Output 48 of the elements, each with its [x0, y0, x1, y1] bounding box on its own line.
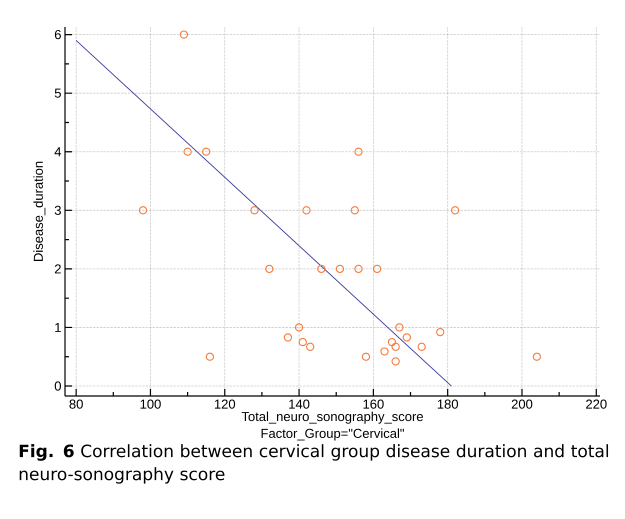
- point: [298, 338, 307, 346]
- text: Factor_Group="Cervical": [262, 428, 404, 441]
- y-axis-title: Disease_duration: [33, 162, 46, 262]
- x-tick-label: 140: [289, 400, 310, 409]
- x-tick-label: 180: [438, 400, 458, 409]
- point: [183, 148, 192, 156]
- point: [294, 323, 304, 332]
- x-tick-label: 200: [512, 400, 532, 409]
- y-tick-label: 6: [54, 30, 61, 40]
- point: [450, 206, 460, 214]
- point: [350, 206, 359, 214]
- point: [265, 264, 274, 274]
- point: [202, 148, 210, 156]
- point: [418, 342, 426, 351]
- x-axis-title: Total_neuro_sonography_score: [242, 412, 423, 424]
- x-tick-label: 160: [364, 400, 384, 409]
- point: [388, 338, 396, 346]
- point: [395, 323, 404, 332]
- y-tick-label: 0: [54, 381, 61, 391]
- point: [372, 264, 382, 274]
- point: [392, 357, 400, 366]
- point: [206, 352, 214, 361]
- y-tick-label: 4: [54, 147, 62, 156]
- y-tick-label: 2: [54, 264, 61, 274]
- point: [180, 30, 188, 39]
- y-tick-label: 1: [55, 322, 61, 332]
- point: [336, 264, 344, 274]
- point: [250, 206, 259, 214]
- point: [138, 206, 148, 214]
- x-tick-label: 220: [586, 400, 607, 409]
- point: [354, 264, 363, 274]
- x-tick-label: 100: [140, 400, 161, 409]
- point: [362, 352, 370, 361]
- y-tick-label: 5: [54, 88, 61, 98]
- point: [532, 352, 541, 361]
- point: [436, 328, 444, 336]
- point: [302, 206, 311, 214]
- point: [402, 333, 411, 342]
- point: [354, 148, 363, 156]
- point: [317, 264, 326, 274]
- x-tick-label: 120: [214, 400, 236, 409]
- point: [392, 342, 400, 351]
- point: [380, 347, 389, 356]
- point: [284, 333, 292, 342]
- text: Fig. 6 Correlation between cervical group disease duration and total neuro-sonography score: [20, 444, 608, 484]
- x-tick-label: 80: [69, 400, 83, 409]
- point: [306, 342, 314, 351]
- y-tick-label: 3: [54, 206, 61, 215]
